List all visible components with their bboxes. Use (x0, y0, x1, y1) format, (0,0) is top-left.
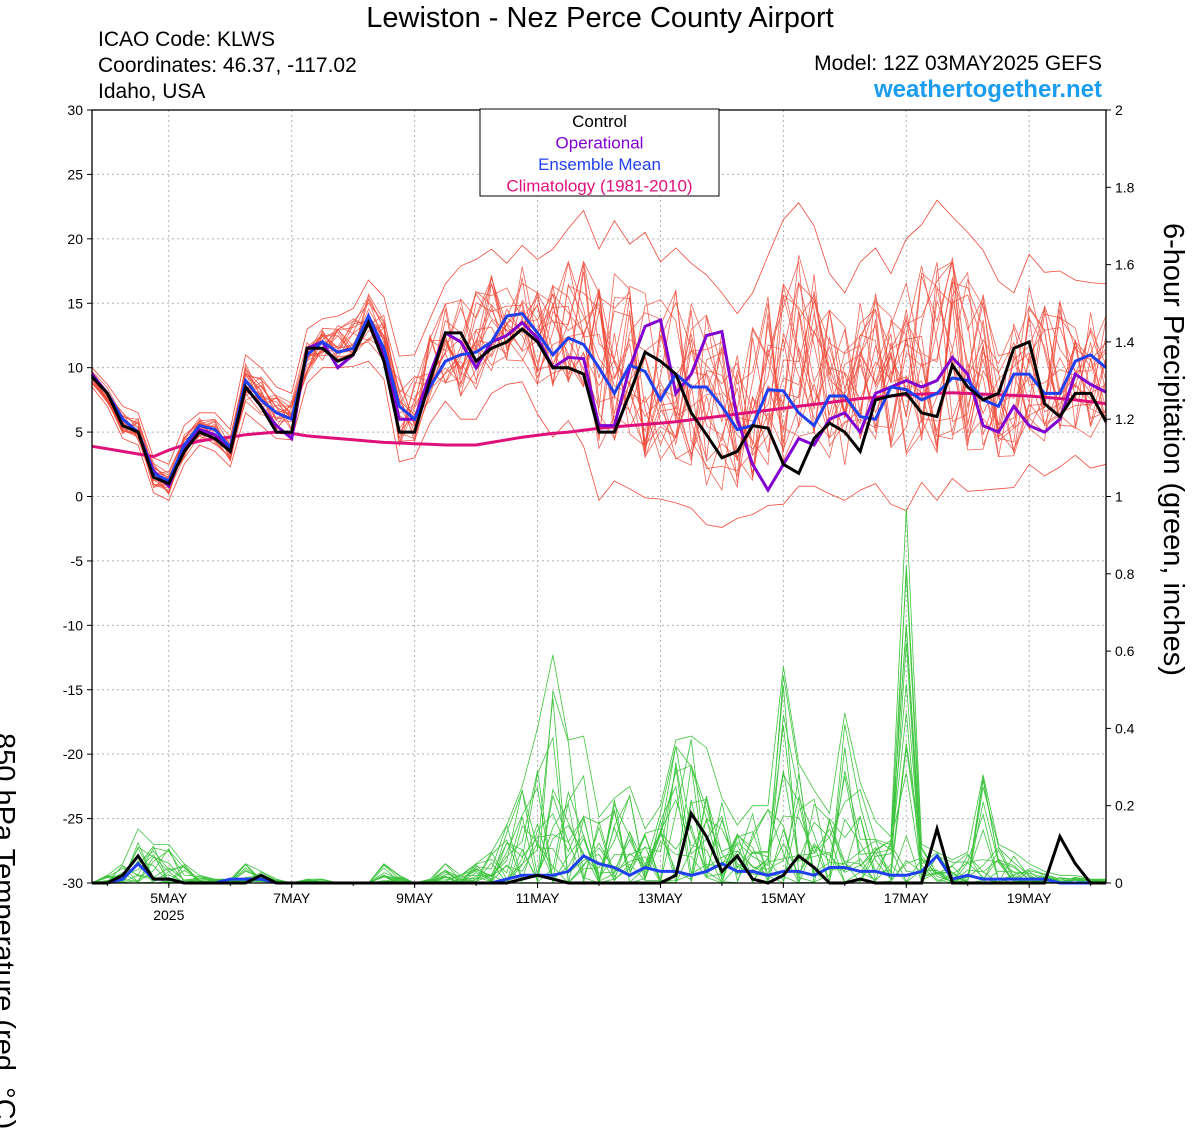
y-tick-label-right: 0.4 (1115, 720, 1135, 736)
x-tick-label: 15MAY (761, 890, 807, 906)
temperature-member-line (91, 299, 1107, 488)
y-tick-label-right: 1 (1115, 489, 1123, 505)
chart-title: Lewiston - Nez Perce County Airport (366, 2, 834, 34)
x-tick-label: 19MAY (1007, 890, 1053, 906)
y-tick-label-right: 0.2 (1115, 798, 1135, 814)
y-tick-label-left: 0 (75, 489, 83, 505)
site-link[interactable]: weathertogether.net (873, 76, 1102, 103)
precipitation-ensemble-members (91, 508, 1107, 884)
ensemble-mean-line (90, 311, 1107, 484)
meteogram-chart: 302520151050-5-10-15-20-25-3021.81.61.41… (63, 102, 1135, 923)
temperature-member-line (91, 257, 1107, 486)
temperature-member-line (91, 280, 1107, 475)
legend: Control Operational Ensemble Mean Climatolo… (479, 108, 720, 197)
x-tick-sublabel: 2025 (153, 907, 184, 923)
precipitation-member-line (91, 626, 1106, 884)
axes: 302520151050-5-10-15-20-25-3021.81.61.41… (63, 102, 1135, 923)
precip-ensemble-mean-line (92, 853, 1106, 885)
control-line (90, 318, 1108, 486)
y-tick-label-left: -20 (63, 746, 83, 762)
legend-entry: Climatology (1981-2010) (506, 177, 692, 196)
y-tick-label-left: -5 (71, 553, 84, 569)
precipitation-member-line (91, 712, 1107, 884)
temperature-member-line (91, 266, 1107, 489)
temperature-member-line (91, 255, 1107, 491)
temperature-member-line (91, 264, 1107, 482)
precipitation-member-line (91, 683, 1107, 884)
y-tick-label-left: -30 (63, 875, 83, 891)
x-tick-label: 17MAY (884, 890, 930, 906)
coordinates: Coordinates: 46.37, -117.02 (98, 54, 357, 77)
y-tick-label-right: 2 (1115, 102, 1123, 118)
y-tick-label-left: -15 (63, 682, 83, 698)
precipitation-member-line (91, 624, 1107, 884)
precipitation-member-line (91, 573, 1107, 884)
temperature-member-line (91, 262, 1107, 486)
y-tick-label-right: 0.8 (1115, 566, 1135, 582)
temperature-member-line (91, 285, 1107, 496)
y-tick-label-right: 1.2 (1115, 411, 1135, 427)
y-tick-label-left: 10 (67, 360, 83, 376)
precipitation-member-line (91, 686, 1107, 884)
y-tick-label-left: -10 (63, 617, 83, 633)
x-tick-label: 13MAY (638, 890, 684, 906)
y-tick-label-left: 30 (67, 102, 83, 118)
y-tick-label-right: 1.6 (1115, 257, 1135, 273)
precipitation-member-line (91, 508, 1106, 884)
x-tick-label: 9MAY (396, 890, 434, 906)
y-tick-label-right: 0.6 (1115, 643, 1135, 659)
temperature-member-line (91, 281, 1107, 487)
y-tick-label-right: 0 (1115, 875, 1123, 891)
grid (92, 109, 1106, 884)
temperature-member-line (91, 199, 1107, 465)
x-tick-label: 7MAY (273, 890, 311, 906)
x-tick-label: 5MAY (150, 890, 188, 906)
temperature-ensemble-members (91, 199, 1107, 528)
legend-entry: Operational (556, 134, 644, 153)
y-tick-label-right: 1.4 (1115, 334, 1135, 350)
temperature-member-line (91, 260, 1107, 491)
temperature-member-line (91, 261, 1107, 475)
legend-entry: Control (572, 112, 627, 131)
y-tick-label-left: 5 (75, 424, 83, 440)
region: Idaho, USA (98, 80, 206, 103)
y-tick-label-left: 20 (67, 231, 83, 247)
y-tick-label-left: 25 (67, 166, 83, 182)
y-tick-label-left: -25 (63, 811, 83, 827)
temperature-member-line (91, 274, 1107, 489)
precipitation-member-line (91, 564, 1107, 884)
icao-code: ICAO Code: KLWS (98, 28, 276, 51)
legend-entry: Ensemble Mean (538, 155, 661, 174)
y-tick-label-right: 1.8 (1115, 179, 1135, 195)
temperature-member-line (91, 262, 1107, 494)
legend-box (479, 108, 720, 197)
x-tick-label: 11MAY (516, 890, 560, 906)
y-tick-label-left: 15 (67, 295, 83, 311)
model-run: Model: 12Z 03MAY2025 GEFS (814, 52, 1102, 75)
temperature-member-line (91, 360, 1107, 528)
temperature-member-line (91, 271, 1107, 494)
precipitation-member-line (91, 642, 1107, 884)
precipitation-member-line (91, 736, 1107, 884)
